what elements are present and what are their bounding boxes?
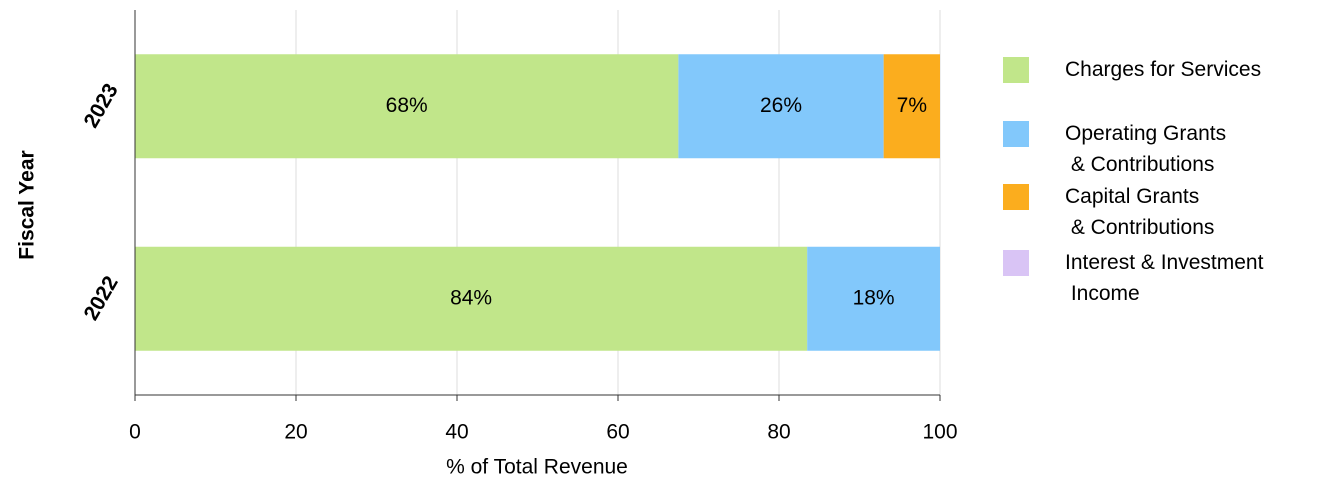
bar-segment (807, 246, 940, 351)
bar-segment (135, 54, 679, 159)
x-tick-label: 80 (767, 421, 790, 444)
legend-swatch (1003, 121, 1029, 147)
legend-label: Interest & Investment Income (1065, 251, 1264, 305)
data-label: 68% (386, 94, 428, 117)
data-label: 7% (897, 94, 927, 117)
bar-segment (883, 54, 940, 159)
data-label: 84% (450, 286, 492, 309)
y-axis-title: Fiscal Year (16, 150, 39, 259)
legend-swatch (1003, 250, 1029, 276)
legend-label: Capital Grants & Contributions (1065, 185, 1214, 239)
legend-label: Charges for Services (1065, 58, 1261, 81)
x-tick-label: 40 (445, 421, 468, 444)
legend-label: Operating Grants & Contributions (1065, 122, 1226, 176)
bars (135, 54, 940, 351)
data-label: 18% (853, 286, 895, 309)
data-label: 26% (760, 94, 802, 117)
y-tick-label: 2022 (80, 272, 123, 324)
x-tick-label: 60 (606, 421, 629, 444)
legend-swatch (1003, 57, 1029, 83)
bar-segment (135, 246, 808, 351)
x-tick-label: 20 (284, 421, 307, 444)
bar-segment (678, 54, 884, 159)
legend-swatch (1003, 184, 1029, 210)
x-tick-label: 100 (922, 421, 957, 444)
x-tick-label: 0 (129, 421, 141, 444)
x-axis-title: % of Total Revenue (446, 456, 628, 479)
y-tick-label: 2023 (80, 80, 123, 132)
